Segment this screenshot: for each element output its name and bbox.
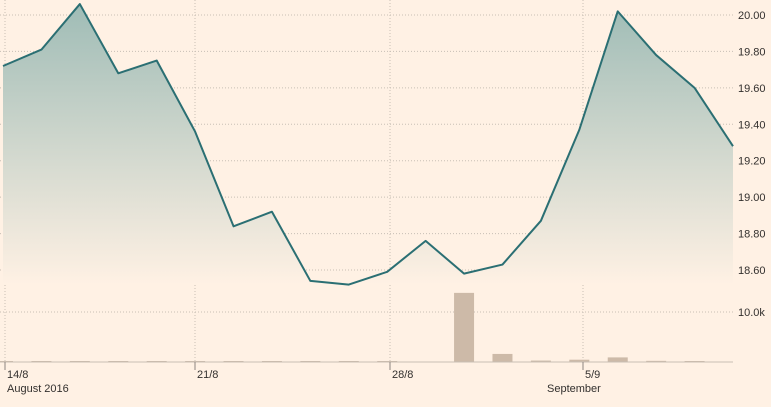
price-area bbox=[3, 4, 733, 285]
y-tick-label: 19.60 bbox=[738, 83, 766, 95]
x-tick-label: 28/8 bbox=[392, 369, 413, 381]
volume-bar bbox=[569, 359, 590, 362]
x-period-label: August 2016 bbox=[7, 383, 69, 395]
volume-bar bbox=[530, 360, 551, 362]
volume-bars bbox=[0, 292, 705, 362]
price-line bbox=[2, 3, 734, 286]
y-axis: 20.00 19.80 19.60 19.40 19.20 19.00 18.80 18.60… bbox=[738, 10, 766, 319]
x-tick-label: 21/8 bbox=[197, 369, 218, 381]
y-tick-label: 18.80 bbox=[738, 229, 766, 241]
y-tick-label: 18.60 bbox=[738, 265, 766, 277]
y-tick-label: 19.20 bbox=[738, 156, 766, 168]
volume-tick-label: 10.0k bbox=[738, 307, 765, 319]
volume-bar bbox=[492, 353, 513, 362]
y-tick-label: 19.80 bbox=[738, 46, 766, 58]
y-tick-label: 19.40 bbox=[738, 119, 766, 131]
x-tick-label: 14/8 bbox=[7, 369, 28, 381]
volume-bar bbox=[454, 292, 475, 362]
x-axis: 14/8 21/8 28/8 5/9 August 2016 September bbox=[0, 361, 733, 395]
price-area-fill bbox=[3, 4, 733, 285]
volume-bar bbox=[607, 357, 628, 362]
volume-bar bbox=[646, 360, 667, 362]
y-tick-label: 19.00 bbox=[738, 192, 766, 204]
x-tick-label: 5/9 bbox=[585, 369, 600, 381]
price-series-line bbox=[2, 3, 734, 286]
y-tick-label: 20.00 bbox=[738, 10, 766, 22]
x-period-label: September bbox=[547, 383, 601, 395]
